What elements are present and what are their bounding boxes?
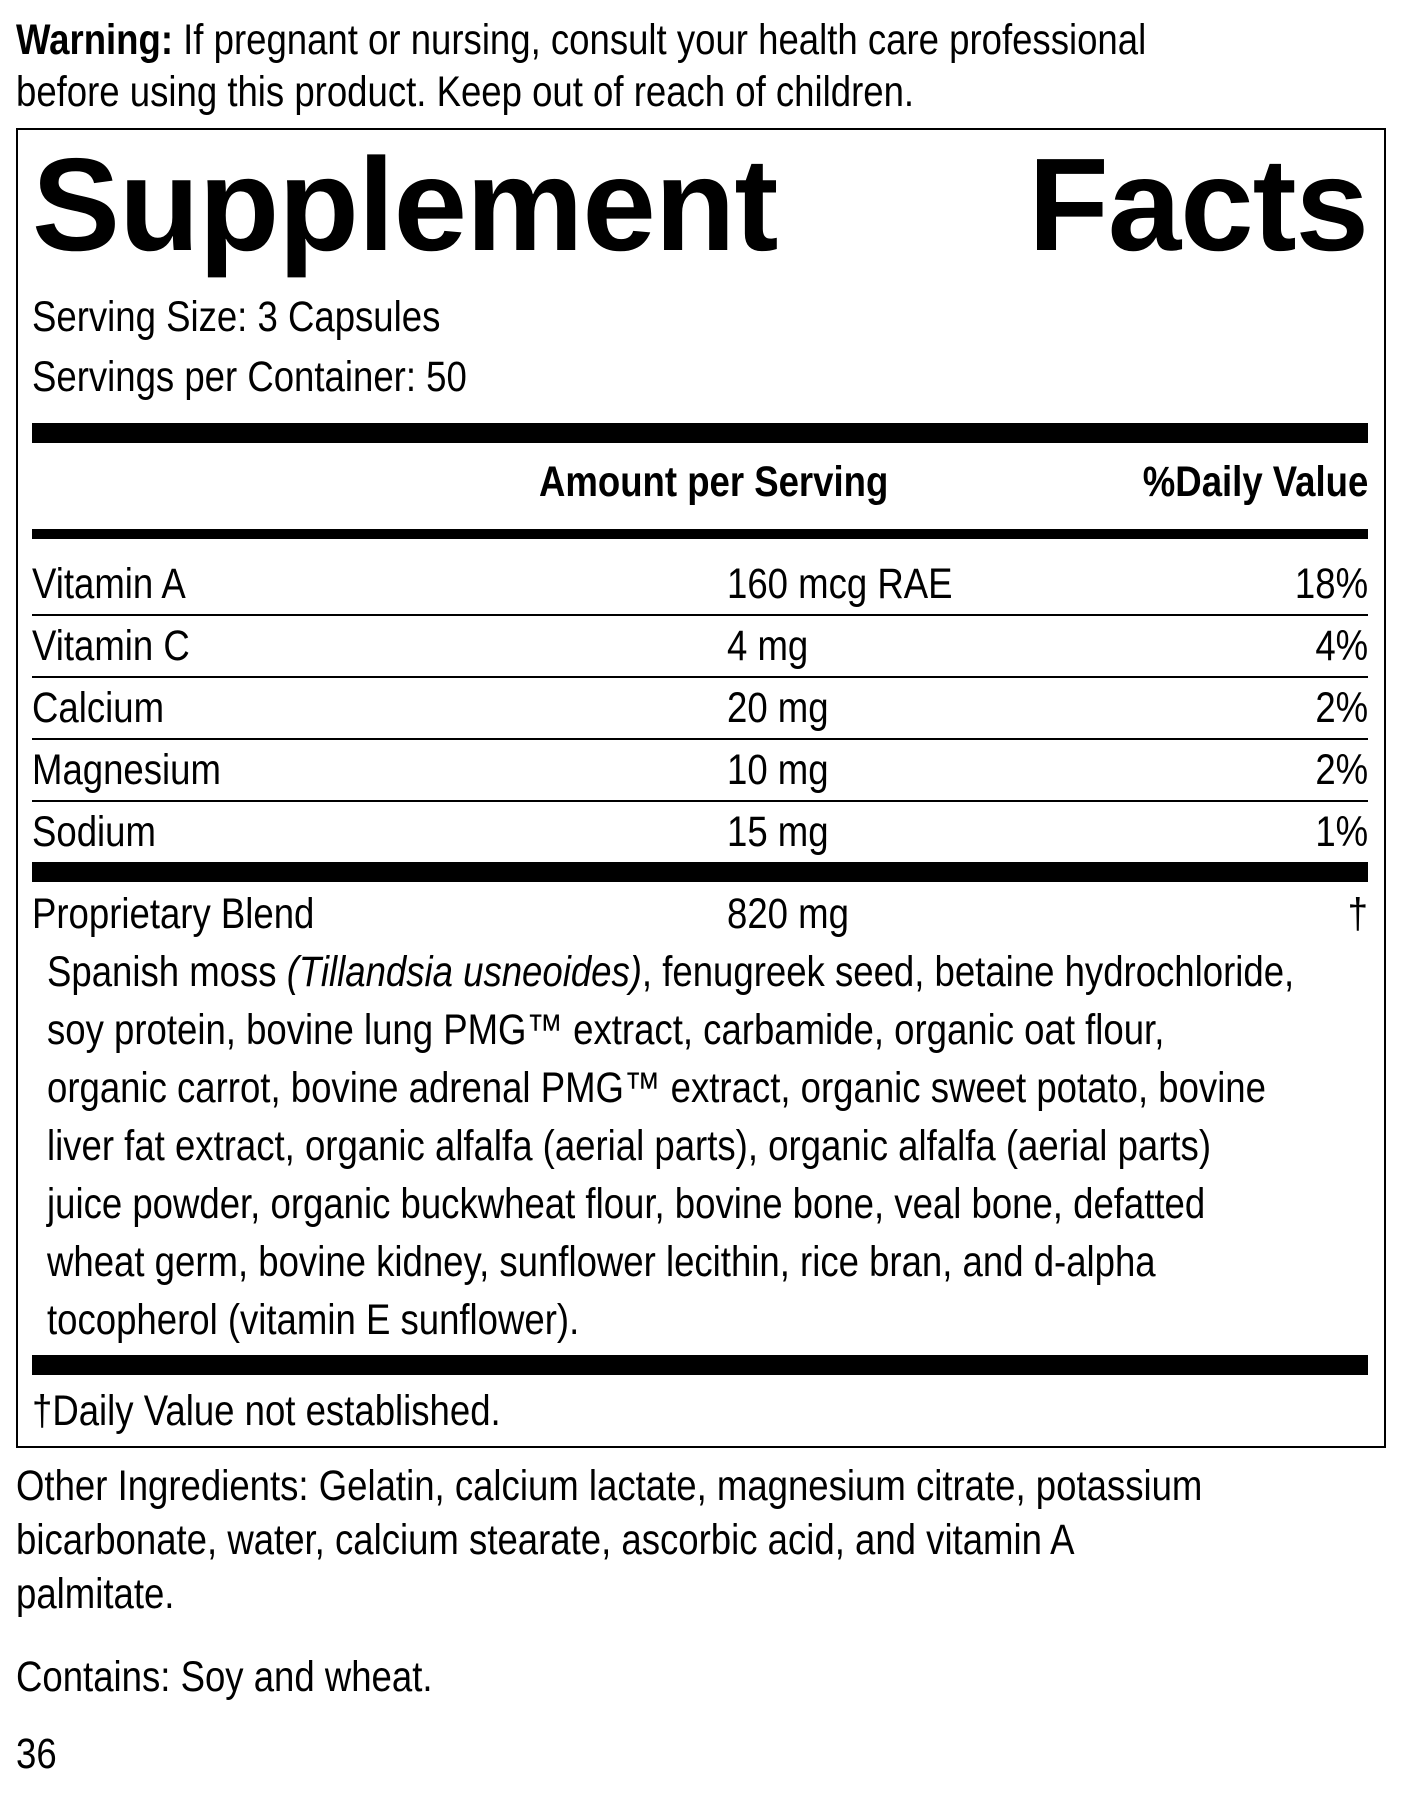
header-daily-value: %Daily Value [1142,458,1368,506]
serving-size: Serving Size: 3 Capsules [32,293,441,341]
servings-per-container: Servings per Container: 50 [32,353,467,401]
nutrient-amount: 10 mg [727,746,829,794]
nutrient-name: Vitamin C [32,622,190,670]
blend-amount: 820 mg [727,890,849,938]
footnote: †Daily Value not established. [32,1387,501,1435]
blend-ingredients-line: tocopherol (vitamin E sunflower). [47,1296,580,1344]
row-divider [32,800,1368,802]
warning-label: Warning: [16,16,173,64]
title-word: Supplement [32,131,778,278]
nutrient-daily-value: 2% [1315,746,1368,794]
supplement-facts-panel [16,128,1386,1448]
nutrient-name: Calcium [32,684,165,732]
nutrient-amount: 160 mcg RAE [727,560,953,608]
warning-line-1: Warning: If pregnant or nursing, consult… [16,15,1146,65]
nutrient-amount: 15 mg [727,808,829,856]
blend-ingredients-line: soy protein, bovine lung PMG™ extract, c… [47,1006,1165,1054]
blend-ingredients-line: organic carrot, bovine adrenal PMG™ extr… [47,1064,1266,1112]
nutrient-amount: 4 mg [727,622,809,670]
blend-text: , fenugreek seed, betaine hydrochloride, [641,948,1295,996]
nutrient-daily-value: 4% [1315,622,1368,670]
nutrient-name: Vitamin A [32,560,186,608]
other-ingredients-line: palmitate. [16,1570,175,1618]
other-ingredients-line: Other Ingredients: Gelatin, calcium lact… [16,1462,1203,1510]
blend-name: Proprietary Blend [32,890,315,938]
page-number: 36 [16,1730,57,1778]
blend-text: Spanish moss [47,948,287,996]
divider-thick [32,1355,1368,1375]
other-ingredients-line: bicarbonate, water, calcium stearate, as… [16,1516,1075,1564]
divider-thick [32,423,1368,443]
blend-ingredients-line: wheat germ, bovine kidney, sunflower lec… [47,1238,1156,1286]
row-divider [32,614,1368,616]
row-divider [32,738,1368,740]
nutrient-daily-value: 1% [1315,808,1368,856]
blend-ingredients-line: Spanish moss (Tillandsia usneoides), fen… [47,947,1294,997]
blend-ingredients-line: liver fat extract, organic alfalfa (aeri… [47,1122,1212,1170]
blend-ingredients-line: juice powder, organic buckwheat flour, b… [47,1180,1206,1228]
warning-text: If pregnant or nursing, consult your hea… [172,16,1147,64]
divider-medium [32,529,1368,539]
warning-line-2: before using this product. Keep out of r… [16,68,915,116]
nutrient-daily-value: 2% [1315,684,1368,732]
blend-text-italic: (Tillandsia usneoides) [286,948,642,996]
nutrient-name: Magnesium [32,746,221,794]
nutrient-amount: 20 mg [727,684,829,732]
header-amount: Amount per Serving [539,458,889,506]
blend-dv: † [1347,890,1368,938]
row-divider [32,676,1368,678]
nutrient-name: Sodium [32,808,156,856]
panel-title: Supplement Facts [32,131,1369,278]
title-word: Facts [1028,131,1369,278]
divider-thick [32,862,1368,882]
nutrient-daily-value: 18% [1294,560,1368,608]
allergen-statement: Contains: Soy and wheat. [16,1653,433,1701]
